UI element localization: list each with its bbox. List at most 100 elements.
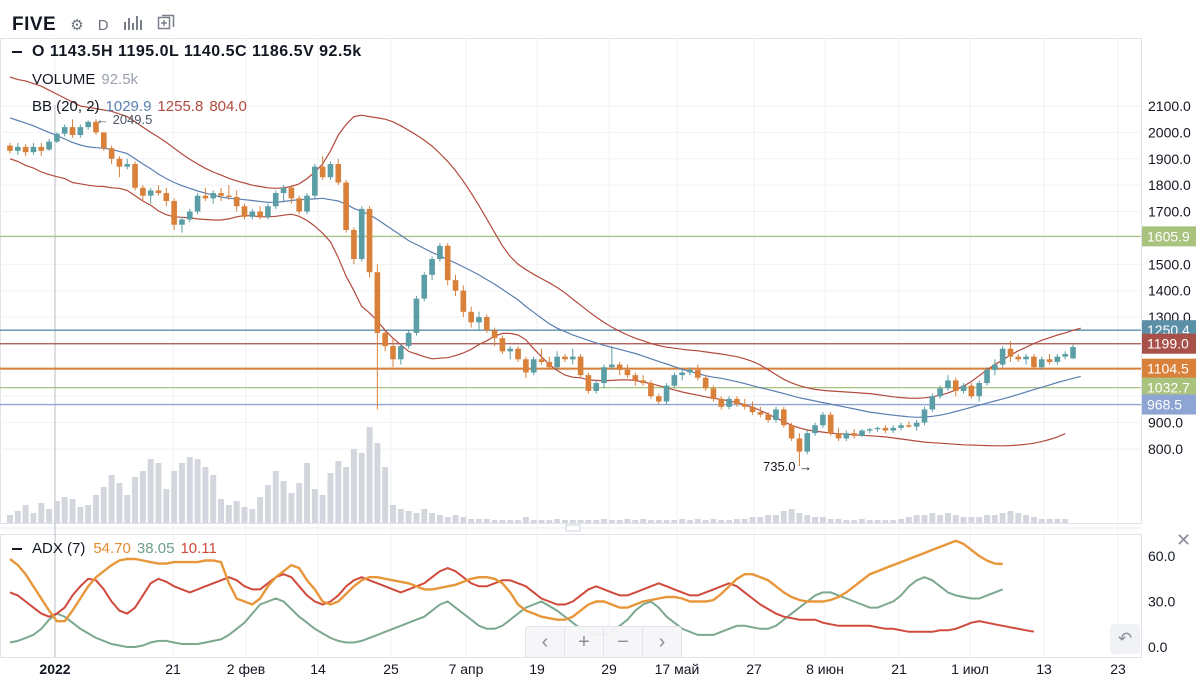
volume-bar (85, 505, 92, 523)
reset-chart-icon[interactable]: ↶ (1110, 624, 1140, 654)
volume-bar (194, 459, 201, 523)
candle-body (38, 146, 45, 151)
candle (741, 398, 748, 410)
candle-body (483, 317, 490, 331)
candle (93, 119, 99, 136)
candle-body (765, 414, 771, 420)
mdi-value: 10.11 (180, 540, 217, 557)
candle (272, 190, 279, 209)
volume-bar (726, 520, 733, 523)
adx-legend[interactable]: ADX (7) 54.70 38.05 10.11 (12, 540, 217, 557)
volume-bar (905, 517, 912, 523)
candle-body (999, 348, 1006, 365)
candle-body (210, 193, 217, 199)
candle-body (54, 133, 60, 142)
volume-bar (30, 513, 37, 523)
bar-chart-icon[interactable] (123, 15, 143, 36)
price-label-bg (1142, 333, 1196, 354)
bb-mid-line (9, 117, 1081, 418)
volume-bar (585, 520, 592, 523)
volume-bar (694, 519, 701, 523)
volume-bar (1054, 519, 1061, 523)
volume-bar (483, 519, 490, 523)
pane-resize-handle (565, 524, 581, 532)
price-label: 1605.9 (1142, 226, 1196, 247)
candle-body (437, 245, 443, 260)
candle (69, 119, 76, 138)
volume-bar (577, 520, 584, 523)
volume-bar (538, 520, 545, 523)
volume-bar (561, 520, 568, 523)
volume-bar (444, 517, 451, 523)
volume-bar (1030, 517, 1037, 523)
price-label-text: 1605.9 (1147, 228, 1190, 244)
axis-layer: 2100.02000.01900.01800.01700.01600.01500… (39, 98, 1191, 677)
ticker-symbol[interactable]: FIVE (12, 14, 57, 35)
candle-body (163, 193, 170, 201)
volume-bar (69, 499, 76, 523)
volume-legend[interactable]: VOLUME 92.5k (12, 71, 138, 88)
adx-y-tick-label: 60.0 (1148, 548, 1175, 564)
volume-bar (616, 520, 623, 523)
volume-bar (335, 461, 342, 523)
price-label-text: 1104.5 (1147, 361, 1189, 377)
candle (812, 422, 818, 436)
candle (515, 346, 521, 362)
candle-body (249, 211, 256, 217)
bb-legend[interactable]: BB (20, 2) 1029.9 1255.8 804.0 (12, 98, 247, 115)
candle-body (992, 364, 998, 370)
candle-body (796, 438, 803, 452)
x-tick-label: 29 (601, 661, 617, 677)
zoom-in-icon[interactable]: + (565, 627, 604, 657)
gear-icon[interactable]: ⚙ (70, 17, 84, 34)
candle-body (601, 367, 607, 384)
candle-body (780, 409, 787, 426)
close-pane-icon[interactable]: ✕ (1176, 530, 1192, 550)
candle (429, 256, 435, 281)
candle (843, 430, 850, 442)
candle-body (22, 146, 29, 153)
price-label-text: 1199.0 (1147, 336, 1189, 352)
candle-body (7, 145, 13, 151)
candle (210, 190, 217, 204)
volume-bar (671, 520, 678, 523)
candles-layer (7, 119, 1076, 467)
candle-body (429, 259, 435, 275)
candle-body (288, 187, 295, 199)
scroll-right-icon[interactable]: › (658, 630, 666, 653)
candle-body (890, 427, 897, 431)
add-indicator-icon[interactable] (157, 14, 175, 37)
candle (476, 311, 482, 331)
candle-body (171, 200, 177, 225)
volume-bar (515, 520, 522, 523)
volume-bar (116, 483, 123, 523)
candle-body (913, 422, 920, 427)
candle-body (741, 404, 748, 407)
volume-bar (530, 520, 537, 523)
candle-body (843, 433, 850, 439)
volume-bar (882, 520, 889, 523)
candle (835, 427, 842, 442)
zoom-out-icon[interactable]: − (604, 627, 643, 657)
volume-bar (38, 503, 45, 523)
candle-body (648, 383, 654, 397)
timeframe-button[interactable]: D (97, 16, 109, 34)
volume-bar (264, 485, 271, 523)
scroll-left-icon[interactable]: ‹ (526, 627, 565, 657)
candle-body (679, 372, 686, 376)
x-tick-label: 21 (891, 661, 907, 677)
candle (85, 120, 91, 130)
candle-body (241, 206, 248, 217)
candle (921, 406, 928, 426)
x-tick-label: 2022 (39, 661, 70, 677)
candle (960, 383, 967, 394)
x-tick-label: 25 (383, 661, 399, 677)
candle (624, 364, 631, 378)
volume-bar (139, 471, 146, 523)
candle (757, 406, 764, 418)
candle (351, 227, 357, 265)
candle (874, 426, 881, 432)
candle-body (1031, 356, 1037, 368)
pdi-line (9, 576, 1004, 648)
